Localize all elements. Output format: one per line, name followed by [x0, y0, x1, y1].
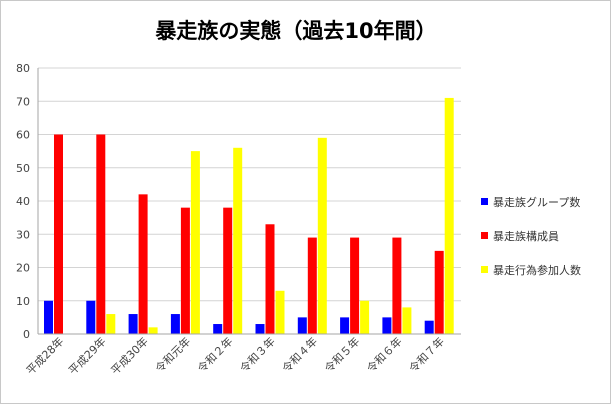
legend-item-3: 暴走行為参加人数 — [481, 261, 609, 278]
y-tick-label: 70 — [16, 95, 30, 108]
legend-swatch — [481, 266, 488, 273]
legend-label: 暴走族構成員 — [493, 229, 559, 243]
bar-series-1-3 — [128, 314, 138, 334]
y-tick-label: 30 — [16, 228, 30, 241]
legend-label: 暴走族グループ数 — [493, 195, 581, 209]
bar-series-1-10 — [424, 320, 434, 334]
y-tick-label: 50 — [16, 162, 30, 175]
y-tick-label: 0 — [23, 328, 30, 341]
x-tick-label: 令和５年 — [321, 334, 362, 375]
bar-series-2-8 — [350, 237, 360, 334]
bar-series-2-6 — [265, 224, 275, 334]
y-tick-label: 80 — [16, 62, 30, 75]
bar-series-1-4 — [170, 314, 180, 334]
legend-label: 暴走行為参加人数 — [493, 263, 581, 277]
x-tick-label: 令和４年 — [279, 334, 320, 375]
chart-title: 暴走族の実態（過去10年間） — [155, 19, 437, 43]
bar-series-2-5 — [223, 207, 233, 334]
x-tick-label: 令和６年 — [364, 334, 405, 375]
bar-series-2-7 — [307, 237, 317, 334]
legend-swatch — [481, 198, 488, 205]
x-tick-label: 令和７年 — [406, 334, 447, 375]
bar-series-2-3 — [138, 194, 148, 334]
bar-series-1-1 — [44, 300, 53, 334]
legend-item-1: 暴走族グループ数 — [481, 193, 609, 210]
bars — [44, 97, 454, 334]
bar-series-1-7 — [297, 317, 307, 334]
legend-swatch — [481, 232, 488, 239]
bar-series-3-7 — [317, 137, 327, 334]
bar-series-3-2 — [106, 314, 116, 334]
legend-item-2: 暴走族構成員 — [481, 227, 609, 244]
y-tick-label: 60 — [16, 129, 30, 142]
y-tick-label: 40 — [16, 195, 30, 208]
bar-series-1-5 — [213, 324, 223, 334]
bar-series-3-3 — [148, 327, 158, 334]
x-tick-label: 平成30年 — [108, 334, 151, 377]
bar-series-2-4 — [180, 207, 190, 334]
bar-series-2-2 — [96, 134, 106, 334]
bar-series-3-10 — [444, 97, 454, 334]
bar-series-2-1 — [54, 134, 63, 334]
x-tick-label: 令和３年 — [237, 334, 278, 375]
bar-series-3-8 — [360, 300, 370, 334]
bar-series-1-2 — [86, 300, 96, 334]
bar-series-1-6 — [255, 324, 265, 334]
bar-series-2-10 — [434, 250, 444, 334]
bar-series-3-5 — [233, 147, 243, 334]
x-tick-label: 令和２年 — [195, 334, 236, 375]
bar-series-3-4 — [190, 151, 200, 334]
bar-series-1-9 — [382, 317, 392, 334]
x-tick-label: 平成29年 — [66, 334, 109, 377]
legend: 暴走族グループ数 暴走族構成員暴走行為参加人数 — [481, 193, 609, 295]
y-tick-label: 20 — [16, 262, 30, 275]
y-tick-label: 10 — [16, 295, 30, 308]
x-tick-label: 令和元年 — [152, 334, 193, 375]
bar-series-3-9 — [402, 307, 412, 334]
bar-series-3-6 — [275, 290, 285, 334]
bar-series-1-8 — [340, 317, 350, 334]
bar-series-2-9 — [392, 237, 402, 334]
